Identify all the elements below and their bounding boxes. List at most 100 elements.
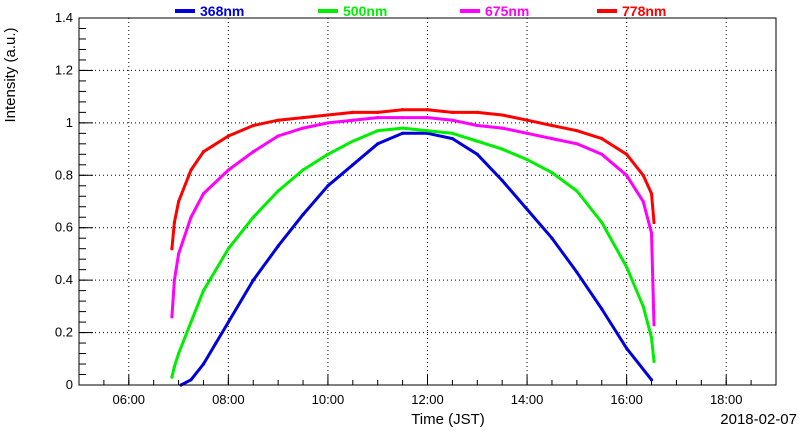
y-tick-label: 0.6 bbox=[55, 220, 73, 235]
series-group bbox=[170, 108, 656, 387]
data-point-368nm bbox=[525, 207, 529, 211]
data-point-675nm bbox=[326, 121, 330, 125]
x-tick-label: 08:00 bbox=[212, 392, 245, 407]
data-point-675nm bbox=[201, 192, 206, 196]
data-point-368nm bbox=[450, 137, 454, 141]
data-point-500nm bbox=[177, 351, 181, 356]
data-point-368nm bbox=[326, 184, 330, 188]
data-point-675nm bbox=[177, 252, 181, 256]
data-point-778nm bbox=[652, 220, 656, 225]
data-point-500nm bbox=[189, 320, 193, 324]
data-point-368nm bbox=[600, 307, 604, 311]
data-point-368nm bbox=[226, 320, 230, 324]
data-point-675nm bbox=[600, 152, 604, 156]
data-point-778nm bbox=[276, 118, 280, 122]
data-point-368nm bbox=[401, 131, 405, 135]
data-point-368nm bbox=[550, 236, 554, 240]
x-tick-label: 14:00 bbox=[511, 392, 544, 407]
data-point-500nm bbox=[641, 304, 645, 308]
data-point-778nm bbox=[376, 110, 380, 114]
data-point-675nm bbox=[301, 126, 305, 130]
data-point-500nm bbox=[376, 129, 380, 133]
data-point-500nm bbox=[475, 139, 479, 143]
data-point-500nm bbox=[276, 189, 280, 193]
data-point-500nm bbox=[425, 129, 430, 133]
legend-label-675nm: 675nm bbox=[485, 3, 529, 19]
data-point-500nm bbox=[201, 289, 206, 293]
data-point-675nm bbox=[575, 142, 579, 146]
data-point-368nm bbox=[251, 278, 255, 282]
grid-lines bbox=[79, 18, 776, 385]
legend-label-500nm: 500nm bbox=[343, 3, 387, 19]
data-point-368nm bbox=[425, 131, 430, 135]
data-point-675nm bbox=[425, 116, 430, 120]
data-point-778nm bbox=[170, 247, 174, 251]
legend-label-778nm: 778nm bbox=[622, 3, 666, 19]
x-tick-label: 06:00 bbox=[113, 392, 146, 407]
data-point-778nm bbox=[251, 123, 255, 128]
data-point-500nm bbox=[301, 168, 305, 172]
data-point-778nm bbox=[401, 108, 405, 112]
x-tick-label: 18:00 bbox=[710, 392, 743, 407]
data-point-368nm bbox=[500, 178, 504, 183]
data-point-778nm bbox=[201, 150, 206, 154]
data-point-778nm bbox=[450, 110, 454, 114]
y-tick-label: 1.4 bbox=[55, 10, 73, 25]
data-point-368nm bbox=[189, 378, 193, 382]
y-tick-label: 1 bbox=[66, 115, 73, 130]
data-point-500nm bbox=[251, 215, 255, 219]
data-point-368nm bbox=[475, 152, 479, 156]
data-point-500nm bbox=[226, 247, 230, 251]
data-point-778nm bbox=[641, 173, 645, 177]
x-axis-title: Time (JST) bbox=[411, 411, 485, 428]
data-point-368nm bbox=[575, 270, 579, 274]
data-point-500nm bbox=[401, 126, 405, 130]
data-point-368nm bbox=[201, 362, 206, 366]
data-point-500nm bbox=[575, 189, 579, 193]
data-point-500nm bbox=[652, 359, 656, 363]
data-point-778nm bbox=[177, 199, 181, 204]
series-line-368nm bbox=[179, 131, 653, 387]
y-tick-label: 1.2 bbox=[55, 62, 73, 77]
data-point-675nm bbox=[401, 116, 405, 120]
data-point-778nm bbox=[326, 113, 330, 117]
data-point-500nm bbox=[351, 139, 355, 143]
data-point-675nm bbox=[226, 168, 230, 172]
data-point-500nm bbox=[172, 365, 176, 369]
data-point-500nm bbox=[649, 336, 654, 340]
data-point-368nm bbox=[276, 244, 280, 248]
data-point-778nm bbox=[226, 134, 230, 138]
plot-frame bbox=[78, 17, 777, 386]
data-point-500nm bbox=[170, 375, 174, 379]
y-tick-label: 0.4 bbox=[55, 272, 73, 287]
data-point-675nm bbox=[475, 123, 479, 128]
data-point-778nm bbox=[625, 152, 629, 156]
data-point-778nm bbox=[649, 192, 654, 196]
y-tick-label: 0.8 bbox=[55, 167, 73, 182]
data-point-368nm bbox=[649, 378, 654, 382]
data-point-778nm bbox=[600, 137, 604, 141]
data-point-500nm bbox=[525, 158, 529, 162]
data-point-675nm bbox=[276, 134, 280, 138]
data-point-778nm bbox=[351, 110, 355, 114]
data-point-778nm bbox=[575, 129, 579, 133]
data-point-500nm bbox=[450, 131, 454, 135]
y-tick-label: 0.2 bbox=[55, 325, 73, 340]
date-label: 2018-02-07 bbox=[720, 411, 797, 428]
data-point-675nm bbox=[500, 126, 504, 130]
x-tick-label: 16:00 bbox=[610, 392, 643, 407]
data-point-500nm bbox=[600, 220, 604, 225]
y-axis-title: Intensity (a.u.) bbox=[2, 27, 19, 122]
data-point-500nm bbox=[326, 152, 330, 156]
data-point-675nm bbox=[625, 173, 629, 177]
data-point-778nm bbox=[189, 168, 193, 172]
data-point-778nm bbox=[172, 220, 176, 225]
data-point-675nm bbox=[525, 131, 529, 135]
data-point-368nm bbox=[351, 163, 355, 167]
data-point-778nm bbox=[301, 116, 305, 120]
data-point-778nm bbox=[500, 113, 504, 117]
data-point-368nm bbox=[214, 341, 218, 345]
data-point-675nm bbox=[652, 323, 656, 327]
